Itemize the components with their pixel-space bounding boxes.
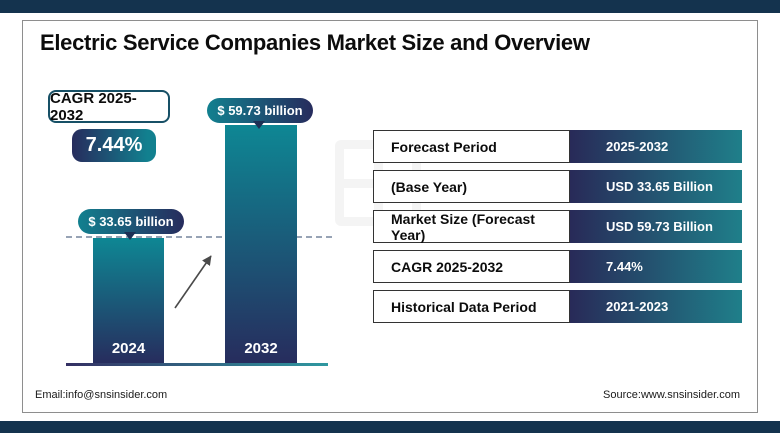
bar-2024-category-label: 2024 xyxy=(111,340,146,357)
callout-pointer-2024 xyxy=(124,232,136,240)
bar-2032: 2032 xyxy=(225,125,297,364)
bar-2024: 2024 xyxy=(93,238,164,364)
table-row-value: USD 59.73 Billion xyxy=(570,210,742,243)
table-row-label: Historical Data Period xyxy=(373,290,570,323)
callout-pointer-2032 xyxy=(253,121,265,129)
table-row: Forecast Period 2025-2032 xyxy=(373,130,742,163)
table-row-label: (Base Year) xyxy=(373,170,570,203)
table-row-value: USD 33.65 Billion xyxy=(570,170,742,203)
table-row-value: 7.44% xyxy=(570,250,742,283)
reference-dashed-line xyxy=(66,236,332,238)
table-row: Historical Data Period 2021-2023 xyxy=(373,290,742,323)
table-row-label: Forecast Period xyxy=(373,130,570,163)
growth-arrow-icon xyxy=(174,255,212,309)
footer-email-text: Email:info@snsinsider.com xyxy=(35,389,168,401)
table-row-label: CAGR 2025-2032 xyxy=(373,250,570,283)
bar-2032-value-callout: $ 59.73 billion xyxy=(207,98,313,123)
page-title: Electric Service Companies Market Size a… xyxy=(40,30,590,55)
bar-2032-category-label: 2032 xyxy=(244,340,278,357)
table-row-value: 2025-2032 xyxy=(570,130,742,163)
table-row: Market Size (Forecast Year) USD 59.73 Bi… xyxy=(373,210,742,243)
x-axis-line xyxy=(66,363,328,366)
top-accent-band xyxy=(0,0,780,13)
table-row: CAGR 2025-2032 7.44% xyxy=(373,250,742,283)
table-row-label: Market Size (Forecast Year) xyxy=(373,210,570,243)
bar-2024-value-callout: $ 33.65 billion xyxy=(78,209,184,234)
cagr-period-badge: CAGR 2025-2032 xyxy=(48,90,170,124)
bottom-accent-band xyxy=(0,421,780,433)
footer-source-text: Source:www.snsinsider.com xyxy=(603,389,740,401)
table-row-value: 2021-2023 xyxy=(570,290,742,323)
table-row: (Base Year) USD 33.65 Billion xyxy=(373,170,742,203)
cagr-value-badge: 7.44% xyxy=(72,129,156,162)
